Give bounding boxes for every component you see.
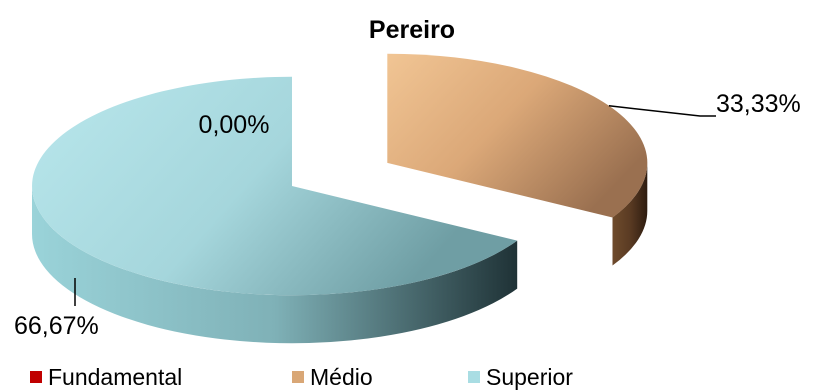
pie-slice-top-superior xyxy=(32,76,518,296)
legend-label-medio: Médio xyxy=(310,364,373,390)
data-label-fundamental: 0,00% xyxy=(199,111,270,139)
pie-slice-side-superior xyxy=(31,186,518,344)
pie-slice-superior xyxy=(31,76,518,344)
legend-swatch-superior xyxy=(468,371,480,383)
data-label-superior: 66,67% xyxy=(14,312,99,340)
leader-line-medio xyxy=(608,105,716,117)
legend-item-medio: Médio xyxy=(292,364,373,390)
legend-swatch-fundamental xyxy=(30,371,42,383)
pie-slice-side-medio xyxy=(612,162,648,266)
legend-item-superior: Superior xyxy=(468,364,573,390)
data-label-medio: 33,33% xyxy=(716,90,801,118)
chart-title: Pereiro xyxy=(368,16,456,44)
legend-label-superior: Superior xyxy=(486,364,573,390)
pie-slice-top-medio xyxy=(387,53,648,218)
legend-swatch-medio xyxy=(292,371,304,383)
pie-slice-medio xyxy=(387,53,648,266)
legend-item-fundamental: Fundamental xyxy=(30,364,182,390)
legend-label-fundamental: Fundamental xyxy=(48,364,183,390)
